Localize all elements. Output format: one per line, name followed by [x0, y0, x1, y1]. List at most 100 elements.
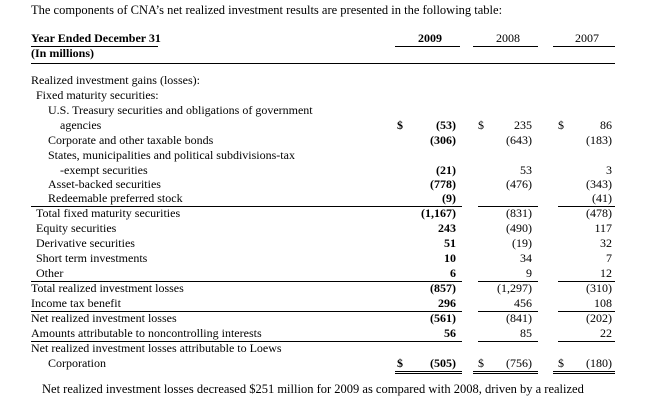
rule-2007-total-double [553, 373, 615, 374]
year-ended-label: Year Ended December 31 [31, 31, 161, 45]
value-2009: (306) [430, 133, 456, 147]
row-label: Equity securities [36, 221, 117, 235]
table-row: Short term investments 10 34 7 [0, 251, 645, 266]
value-2007: 7 [606, 251, 612, 265]
table-row: Fixed maturity securities: [0, 88, 645, 103]
value-2009: (778) [430, 177, 456, 191]
value-2008: (841) [506, 311, 532, 325]
row-label: Total fixed maturity securities [36, 206, 181, 220]
row-label: Corporate and other taxable bonds [48, 133, 214, 147]
value-2007: (183) [586, 133, 612, 147]
footer-text: Net realized investment losses decreased… [42, 382, 584, 396]
table-row: Derivative securities 51 (19) 32 [0, 236, 645, 251]
row-label: -exempt securities [60, 163, 148, 177]
header-rule-2007 [553, 46, 615, 47]
rule-2008-total-double [473, 373, 538, 374]
value-2007: 86 [600, 118, 612, 132]
rule-2009-total [395, 371, 462, 372]
value-2008: 9 [526, 266, 532, 280]
intro-text: The components of CNA’s net realized inv… [31, 3, 503, 17]
value-2008: (19) [512, 236, 532, 250]
header-rule-2008 [473, 46, 538, 47]
value-2009: (53) [436, 118, 456, 132]
dollar-sign-2008: $ [478, 356, 484, 370]
table-row: Total realized investment losses (857) (1,… [0, 281, 645, 296]
value-2007: 22 [600, 326, 612, 340]
rule-2008-c [478, 311, 538, 312]
value-2007: (41) [592, 191, 612, 205]
row-label: agencies [60, 118, 102, 132]
dollar-sign-2007: $ [558, 356, 564, 370]
value-2008: (476) [506, 177, 532, 191]
value-2007: (202) [586, 311, 612, 325]
dollar-sign-2009: $ [397, 118, 403, 132]
rule-2008-d [478, 341, 538, 342]
table-row: States, municipalities and political sub… [0, 148, 645, 163]
value-2009: (561) [430, 311, 456, 325]
value-2009: (21) [436, 163, 456, 177]
rule-2007-b [558, 281, 615, 282]
dollar-sign-2007: $ [558, 118, 564, 132]
table-row: Redeemable preferred stock (9) (41) [0, 191, 645, 206]
row-label: Corporation [48, 356, 106, 370]
rule-above-net-realized [31, 311, 411, 312]
column-header-2007: 2007 [575, 31, 599, 45]
value-2008: (756) [506, 356, 532, 370]
value-2008: 85 [520, 326, 532, 340]
header-bottom-rule [31, 63, 615, 64]
value-2009: (1,167) [421, 206, 456, 220]
value-2007: 12 [600, 266, 612, 280]
units-label: (In millions) [31, 46, 95, 60]
rule-2007-d [558, 341, 615, 342]
dollar-sign-2008: $ [478, 118, 484, 132]
table-row: Other 6 9 12 [0, 266, 645, 281]
rule-2009-total-double [395, 373, 462, 374]
rule-2008-a [478, 206, 538, 207]
header-rule-2009 [395, 46, 460, 47]
table-row: Asset-backed securities (778) (476) (343) [0, 177, 645, 192]
value-2007: 32 [600, 236, 612, 250]
value-2007: (180) [586, 356, 612, 370]
row-label: Redeemable preferred stock [48, 191, 183, 205]
rule-2009-b [400, 281, 462, 282]
row-label: Income tax benefit [31, 296, 121, 310]
value-2007: (478) [586, 206, 612, 220]
rule-2008-b [478, 281, 538, 282]
value-2008: 235 [514, 118, 532, 132]
row-label: States, municipalities and political sub… [48, 148, 295, 162]
rule-above-attributable [31, 341, 411, 342]
table-row: Amounts attributable to noncontrolling i… [0, 326, 645, 341]
column-header-2008: 2008 [496, 31, 520, 45]
column-header-2009: 2009 [418, 31, 442, 45]
table-row: Corporate and other taxable bonds (306) (6… [0, 133, 645, 148]
rule-2007-total [553, 371, 615, 372]
table-row: Net realized investment losses (561) (841)… [0, 311, 645, 326]
table-row: Realized investment gains (losses): [0, 73, 645, 88]
row-label: Total realized investment losses [31, 281, 184, 295]
table-row: agencies $ $ $ (53) 235 86 [0, 118, 645, 133]
row-label: Net realized investment losses attributa… [31, 341, 282, 355]
rule-above-total-fixed [31, 206, 411, 207]
value-2007: 117 [594, 221, 612, 235]
row-label: Other [36, 266, 64, 280]
value-2008: 34 [520, 251, 532, 265]
row-label: Realized investment gains (losses): [31, 73, 200, 87]
value-2007: (310) [586, 281, 612, 295]
row-label: Net realized investment losses [31, 311, 177, 325]
value-2008: (831) [506, 206, 532, 220]
value-2009: (9) [442, 191, 456, 205]
rule-2009-d [400, 341, 462, 342]
value-2007: 108 [594, 296, 612, 310]
dollar-sign-2009: $ [397, 356, 403, 370]
table-row: -exempt securities (21) 53 3 [0, 163, 645, 178]
rule-2007-a [558, 206, 615, 207]
value-2007: 3 [606, 163, 612, 177]
value-2008: (1,297) [497, 281, 532, 295]
row-label: Fixed maturity securities: [36, 88, 159, 102]
table-row: Equity securities 243 (490) 117 [0, 221, 645, 236]
table-row: Net realized investment losses attributa… [0, 341, 645, 356]
table-row: Total fixed maturity securities (1,167) (8… [0, 206, 645, 221]
value-2009: 243 [438, 221, 456, 235]
table-row: Income tax benefit 296 456 108 [0, 296, 645, 311]
row-label: Asset-backed securities [48, 177, 161, 191]
